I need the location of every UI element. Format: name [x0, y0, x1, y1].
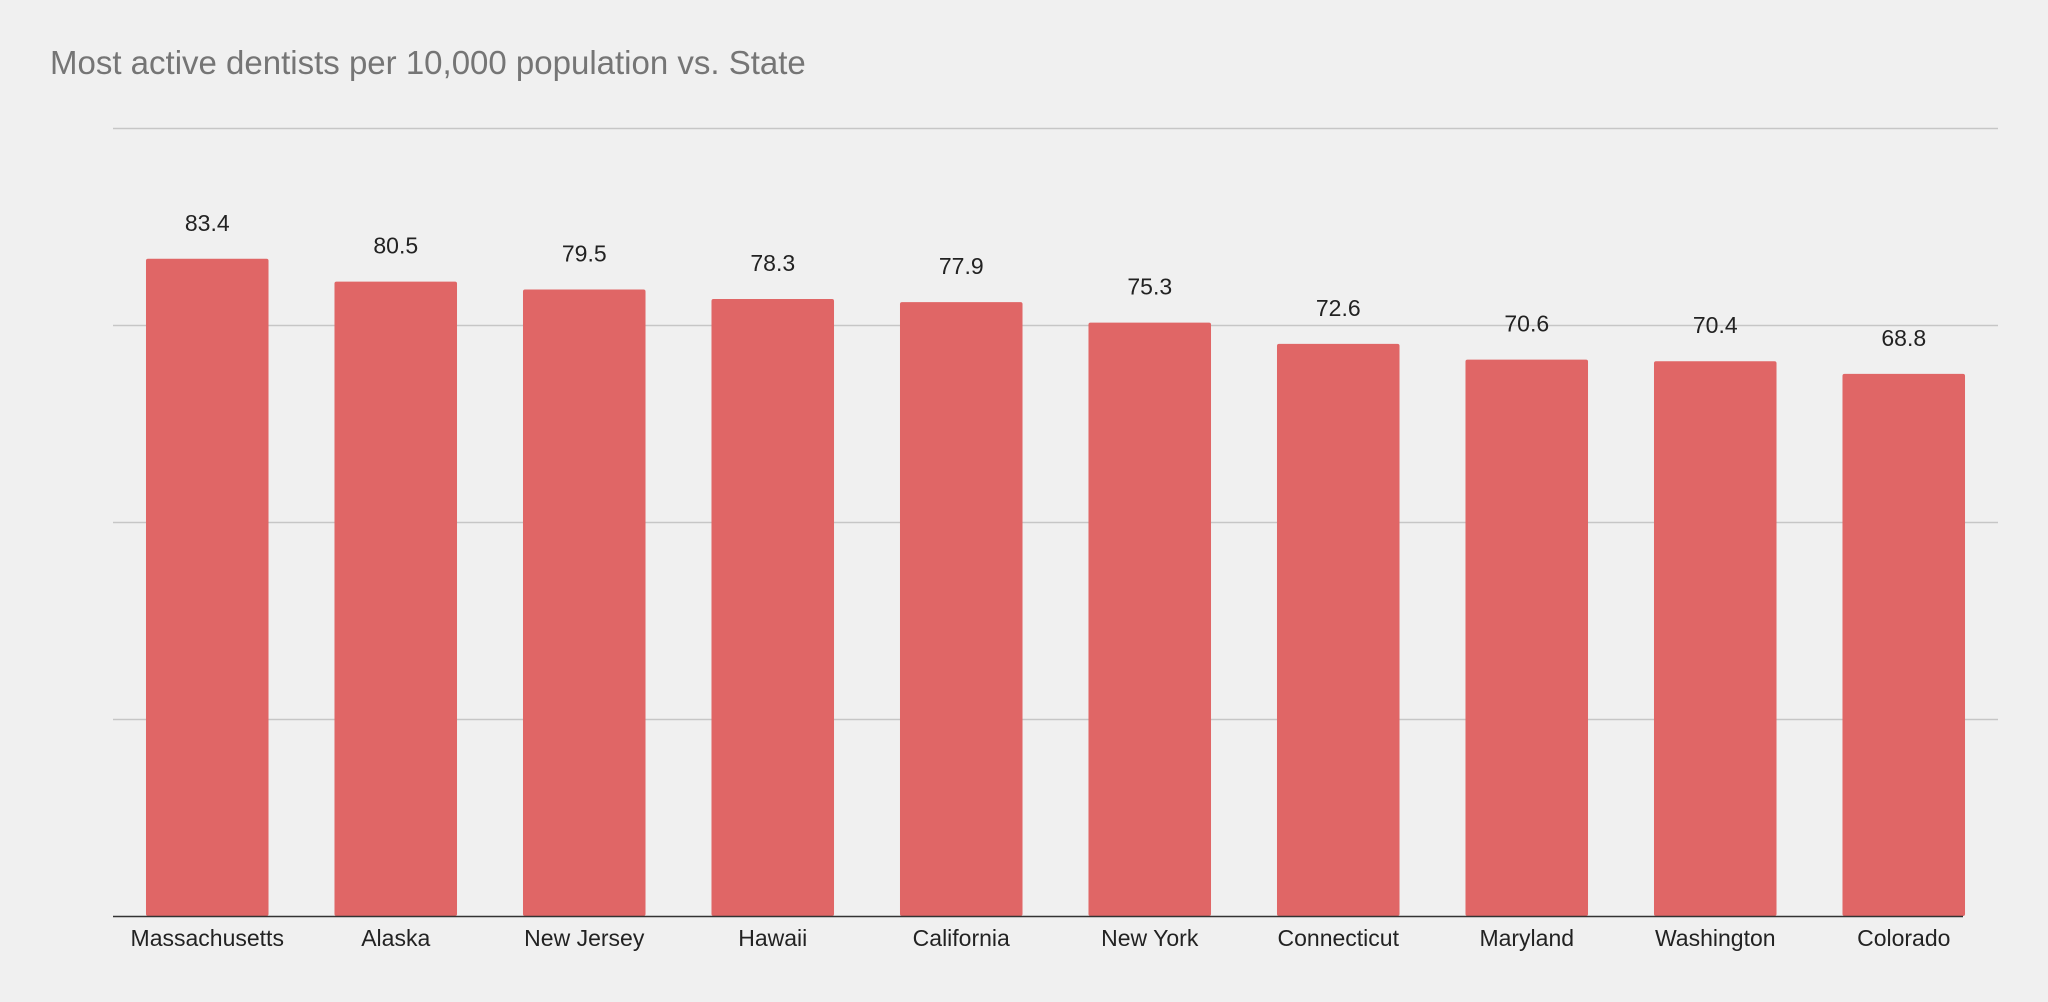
x-axis: Massachusetts Alaska New Jersey Hawaii Calif… [113, 915, 1963, 951]
bar-maryland [1465, 359, 1589, 916]
bar-new-jersey [522, 289, 646, 916]
x-tick-label-hawaii: Hawaii [738, 925, 807, 951]
chart-title: Most active dentists per 10,000 populati… [50, 44, 806, 81]
bar-new-york [1088, 322, 1212, 916]
x-tick-label-new-york: New York [1101, 925, 1199, 951]
bar-california [899, 302, 1023, 916]
data-label-new-jersey: 79.5 [562, 241, 607, 267]
bar-hawaii [711, 298, 835, 917]
data-label-alaska: 80.5 [373, 233, 418, 259]
data-label-new-york: 75.3 [1127, 274, 1172, 300]
bar-alaska [334, 281, 458, 916]
bars [145, 258, 1966, 917]
x-tick-label-washington: Washington [1655, 925, 1776, 951]
bar-colorado [1842, 373, 1966, 917]
bar-connecticut [1276, 343, 1400, 916]
x-tick-label-new-jersey: New Jersey [524, 925, 645, 951]
x-tick-label-california: California [913, 925, 1010, 951]
data-label-connecticut: 72.6 [1316, 295, 1361, 321]
data-label-massachusetts: 83.4 [185, 210, 230, 236]
x-tick-label-colorado: Colorado [1857, 925, 1950, 951]
bar-washington [1653, 361, 1777, 916]
x-tick-label-maryland: Maryland [1479, 925, 1574, 951]
x-tick-label-massachusetts: Massachusetts [131, 925, 284, 951]
data-label-colorado: 68.8 [1881, 325, 1926, 351]
bar-massachusetts [145, 258, 269, 917]
data-labels: 83.4 80.5 79.5 78.3 77.9 75.3 72.6 70.6 70.4 68.8 [185, 210, 1926, 351]
data-label-california: 77.9 [939, 253, 984, 279]
data-label-washington: 70.4 [1693, 312, 1738, 338]
data-label-maryland: 70.6 [1504, 311, 1549, 337]
data-label-hawaii: 78.3 [750, 250, 795, 276]
x-tick-label-alaska: Alaska [361, 925, 430, 951]
x-tick-label-connecticut: Connecticut [1278, 925, 1400, 951]
